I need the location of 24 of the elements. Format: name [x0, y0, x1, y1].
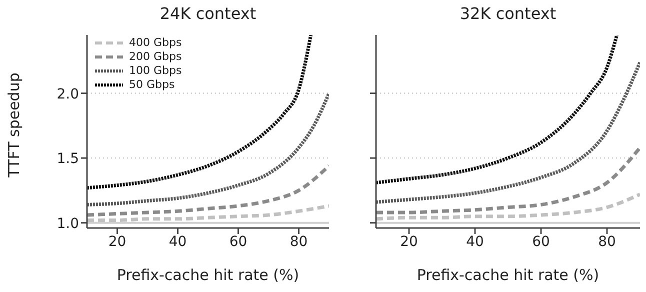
x-tick-label: 40	[466, 234, 484, 250]
legend-label: 400 Gbps	[129, 36, 182, 50]
y-tick-label: 2.0	[56, 86, 79, 102]
x-tick-label: 60	[229, 234, 248, 250]
line-series	[87, 164, 329, 217]
x-tick-label: 40	[168, 234, 187, 250]
y-tick-label: 1.5	[56, 151, 79, 168]
chart-title: 24K context	[158, 4, 258, 23]
legend-label: 200 Gbps	[129, 50, 182, 64]
legend-label: 50 Gbps	[129, 78, 175, 92]
line-series	[87, 204, 329, 222]
x-tick-label: 20	[108, 234, 126, 250]
x-axis-title: Prefix-cache hit rate (%)	[416, 266, 600, 284]
x-axis-title: Prefix-cache hit rate (%)	[116, 266, 300, 284]
x-tick-label: 80	[598, 234, 616, 250]
y-tick-label: 1.0	[56, 216, 79, 232]
line-series	[87, 92, 329, 206]
x-tick-label: 60	[532, 234, 550, 250]
chart-title: 32K context	[458, 4, 558, 23]
x-tick-label: 20	[400, 234, 418, 250]
y-axis-title: TTFT speedup	[5, 72, 23, 178]
line-series	[87, 35, 313, 190]
x-tick-label: 80	[290, 234, 308, 250]
legend-label: 100 Gbps	[129, 64, 182, 78]
